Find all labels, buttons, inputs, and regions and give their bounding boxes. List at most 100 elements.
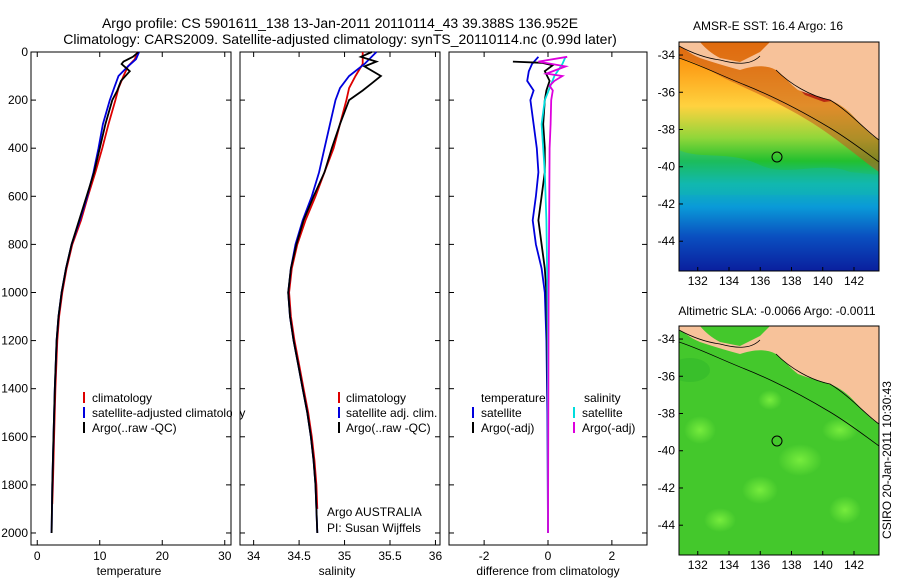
temperature-axes-frame [30, 51, 232, 546]
sst-map-panel: AMSR-E SST: 16.4 Argo: 16 132 134 136 138 14… [658, 19, 880, 288]
map-y-tick-label: -42 [658, 197, 676, 211]
map-x-tick-label: 134 [719, 274, 739, 288]
figure-title-line1: Argo profile: CS 5901611_138 13-Jan-2011… [102, 15, 578, 31]
map-y-tick-label: -44 [658, 234, 676, 248]
map-x-tick-label: 136 [750, 558, 770, 572]
sst-map-title: AMSR-E SST: 16.4 Argo: 16 [693, 19, 843, 33]
legend-label-satellite-adjusted: satellite-adjusted climatology [92, 406, 245, 420]
y-tick-label: 800 [8, 237, 28, 251]
sla-map-image [679, 326, 879, 555]
temperature-xlabel: temperature [97, 564, 162, 578]
map-y-tick-label: -34 [658, 332, 676, 346]
map-x-tick-label: 140 [813, 274, 833, 288]
figure-title-line2: Climatology: CARS2009. Satellite-adjuste… [63, 31, 617, 47]
map-y-tick-label: -38 [658, 123, 676, 137]
series-line-argo-raw-qc [287, 51, 383, 534]
difference-series [512, 55, 570, 534]
difference-panel: -2 0 2 difference from climatology tempera… [448, 51, 648, 578]
legend-label-satellite-adj: satellite adj. clim. [346, 406, 437, 420]
y-tick-label: 600 [8, 189, 28, 203]
y-tick-label: 200 [8, 93, 28, 107]
map-x-tick-label: 142 [844, 558, 864, 572]
map-y-tick-label: -40 [658, 160, 676, 174]
map-x-tick-label: 138 [781, 274, 801, 288]
legend-label-sal-argo: Argo(-adj) [582, 421, 635, 435]
argo-position-marker [771, 435, 783, 447]
difference-ticks: -2 0 2 [449, 51, 647, 563]
x-tick-label: 34 [247, 549, 261, 563]
salinity-xlabel: salinity [319, 564, 356, 578]
temperature-panel: 0 10 20 30 0 200 400 600 800 1000 1200 1400 1600 1800… [1, 45, 245, 578]
argo-position-marker [771, 151, 783, 163]
y-tick-label: 1400 [1, 382, 28, 396]
sla-map-panel: Altimetric SLA: -0.0066 Argo: -0.0011 13… [658, 304, 880, 572]
y-tick-label: 1600 [1, 430, 28, 444]
y-tick-label: 1800 [1, 478, 28, 492]
map-x-tick-label: 142 [844, 274, 864, 288]
x-tick-label: 0 [34, 549, 41, 563]
map-y-tick-label: -36 [658, 369, 676, 383]
map-y-tick-label: -36 [658, 85, 676, 99]
sst-map-image [679, 42, 879, 271]
x-tick-label: 20 [156, 549, 170, 563]
temperature-legend: climatology satellite-adjusted climatolo… [83, 391, 245, 435]
map-x-tick-label: 136 [750, 274, 770, 288]
x-tick-label: 30 [218, 549, 232, 563]
y-tick-label: 0 [21, 45, 28, 59]
legend-label-argo: Argo(..raw -QC) [92, 421, 177, 435]
salinity-ticks: 34 34.5 35 35.5 36 [240, 51, 442, 563]
legend-label-argo: Argo(..raw -QC) [346, 421, 431, 435]
legend-header-temperature: temperature [481, 391, 546, 405]
series-line-climatology [288, 52, 364, 509]
argo-pi-label: PI: Susan Wijffels [327, 521, 421, 535]
y-tick-label: 2000 [1, 526, 28, 540]
legend-label-climatology: climatology [346, 391, 406, 405]
salinity-series [287, 51, 383, 534]
map-y-tick-label: -40 [658, 444, 676, 458]
x-tick-label: 34.5 [287, 549, 311, 563]
map-y-tick-label: -38 [658, 407, 676, 421]
difference-xlabel: difference from climatology [476, 564, 619, 578]
legend-label-temp-argo: Argo(-adj) [481, 421, 534, 435]
series-line-argo-raw-qc [50, 51, 140, 534]
legend-label-sal-satellite: satellite [582, 406, 623, 420]
csiro-timestamp-label: CSIRO 20-Jan-2011 10:30:43 [880, 381, 894, 539]
salinity-panel: 34 34.5 35 35.5 36 salinity climatology sate… [239, 51, 442, 578]
map-y-tick-label: -34 [658, 48, 676, 62]
map-x-tick-label: 140 [813, 558, 833, 572]
panel-gap [232, 390, 239, 440]
sla-map-frame [678, 325, 880, 556]
map-x-tick-label: 132 [688, 274, 708, 288]
y-tick-label: 1000 [1, 285, 28, 299]
map-y-tick-label: -44 [658, 518, 676, 532]
series-line-temperature-satellite [526, 56, 549, 534]
map-x-tick-label: 132 [688, 558, 708, 572]
sst-map-frame [678, 41, 880, 272]
series-line-salinity-argo-adj [538, 55, 570, 534]
argo-program-label: Argo AUSTRALIA [327, 505, 422, 519]
x-tick-label: 2 [609, 549, 616, 563]
sla-map-ticks: 132 134 136 138 140 142 -34 -36 -38 -40 -42 -44 [658, 332, 865, 572]
y-tick-label: 1200 [1, 334, 28, 348]
x-tick-label: 10 [93, 549, 107, 563]
temperature-series [50, 51, 140, 534]
sla-map-title: Altimetric SLA: -0.0066 Argo: -0.0011 [678, 304, 876, 318]
x-tick-label: 0 [545, 549, 552, 563]
legend-label-temp-satellite: satellite [481, 406, 522, 420]
map-x-tick-label: 134 [719, 558, 739, 572]
legend-header-salinity: salinity [584, 391, 621, 405]
series-line-salinity-satellite [540, 56, 567, 533]
salinity-legend: climatology satellite adj. clim. Argo(..… [338, 391, 437, 435]
series-line-satellite-adj-clim [287, 51, 378, 534]
sst-map-ticks: 132 134 136 138 140 142 -34 -36 -38 -40 -42 -44 [658, 48, 865, 288]
legend-label-climatology: climatology [92, 391, 152, 405]
y-tick-label: 400 [8, 141, 28, 155]
difference-legend: temperature salinity satellite Argo(-adj… [472, 391, 635, 435]
map-y-tick-label: -42 [658, 481, 676, 495]
x-tick-label: -2 [479, 549, 490, 563]
temperature-ticks: 0 10 20 30 0 200 400 600 800 1000 1200 1400 1600 1800… [1, 45, 231, 563]
x-tick-label: 35 [338, 549, 352, 563]
x-tick-label: 35.5 [378, 549, 402, 563]
map-x-tick-label: 138 [781, 558, 801, 572]
